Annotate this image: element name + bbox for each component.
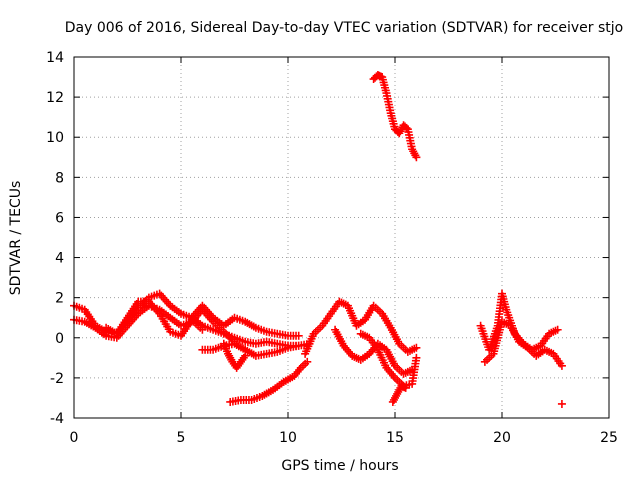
y-tick-label: 8 [55,170,64,186]
data-point-track-g [303,357,312,366]
y-tick-label: 6 [55,210,64,226]
y-tick-label: -4 [50,411,64,427]
plot-frame [73,56,610,419]
x-tick-label: 5 [177,430,186,446]
axis-ticks: 0 5 10 15 20 25 -4 -2 0 2 4 6 8 10 12 14 [46,50,618,446]
chart-title: Day 006 of 2016, Sidereal Day-to-day VTE… [65,20,623,36]
data-point-track-m [553,325,562,334]
x-tick-label: 10 [279,430,297,446]
data-point-track-h [412,343,421,352]
y-tick-label: 4 [55,251,64,267]
x-tick-label: 15 [386,430,404,446]
x-tick-label: 25 [600,430,618,446]
x-axis-label: GPS time / hours [281,458,398,474]
y-axis-label: SDTVAR / TECUs [8,181,24,296]
y-tick-label: 12 [46,90,64,106]
data-point-track-l [402,123,411,132]
y-tick-label: 14 [46,50,64,66]
data-point-track-a [294,331,303,340]
data-point-track-f [241,351,250,360]
y-tick-label: 0 [55,331,64,347]
data-point-track-o [557,399,566,408]
y-tick-label: 2 [55,291,64,307]
data-point-track-n [557,361,566,370]
data-point-track-j [412,353,421,362]
data-points [70,71,566,408]
y-tick-label: 10 [46,130,64,146]
data-point-track-k [401,383,410,392]
y-tick-label: -2 [50,371,64,387]
x-tick-label: 20 [493,430,511,446]
x-tick-label: 0 [70,430,79,446]
data-point-track-l [412,153,421,162]
gridlines [74,57,609,418]
data-point-track-e [294,341,303,350]
